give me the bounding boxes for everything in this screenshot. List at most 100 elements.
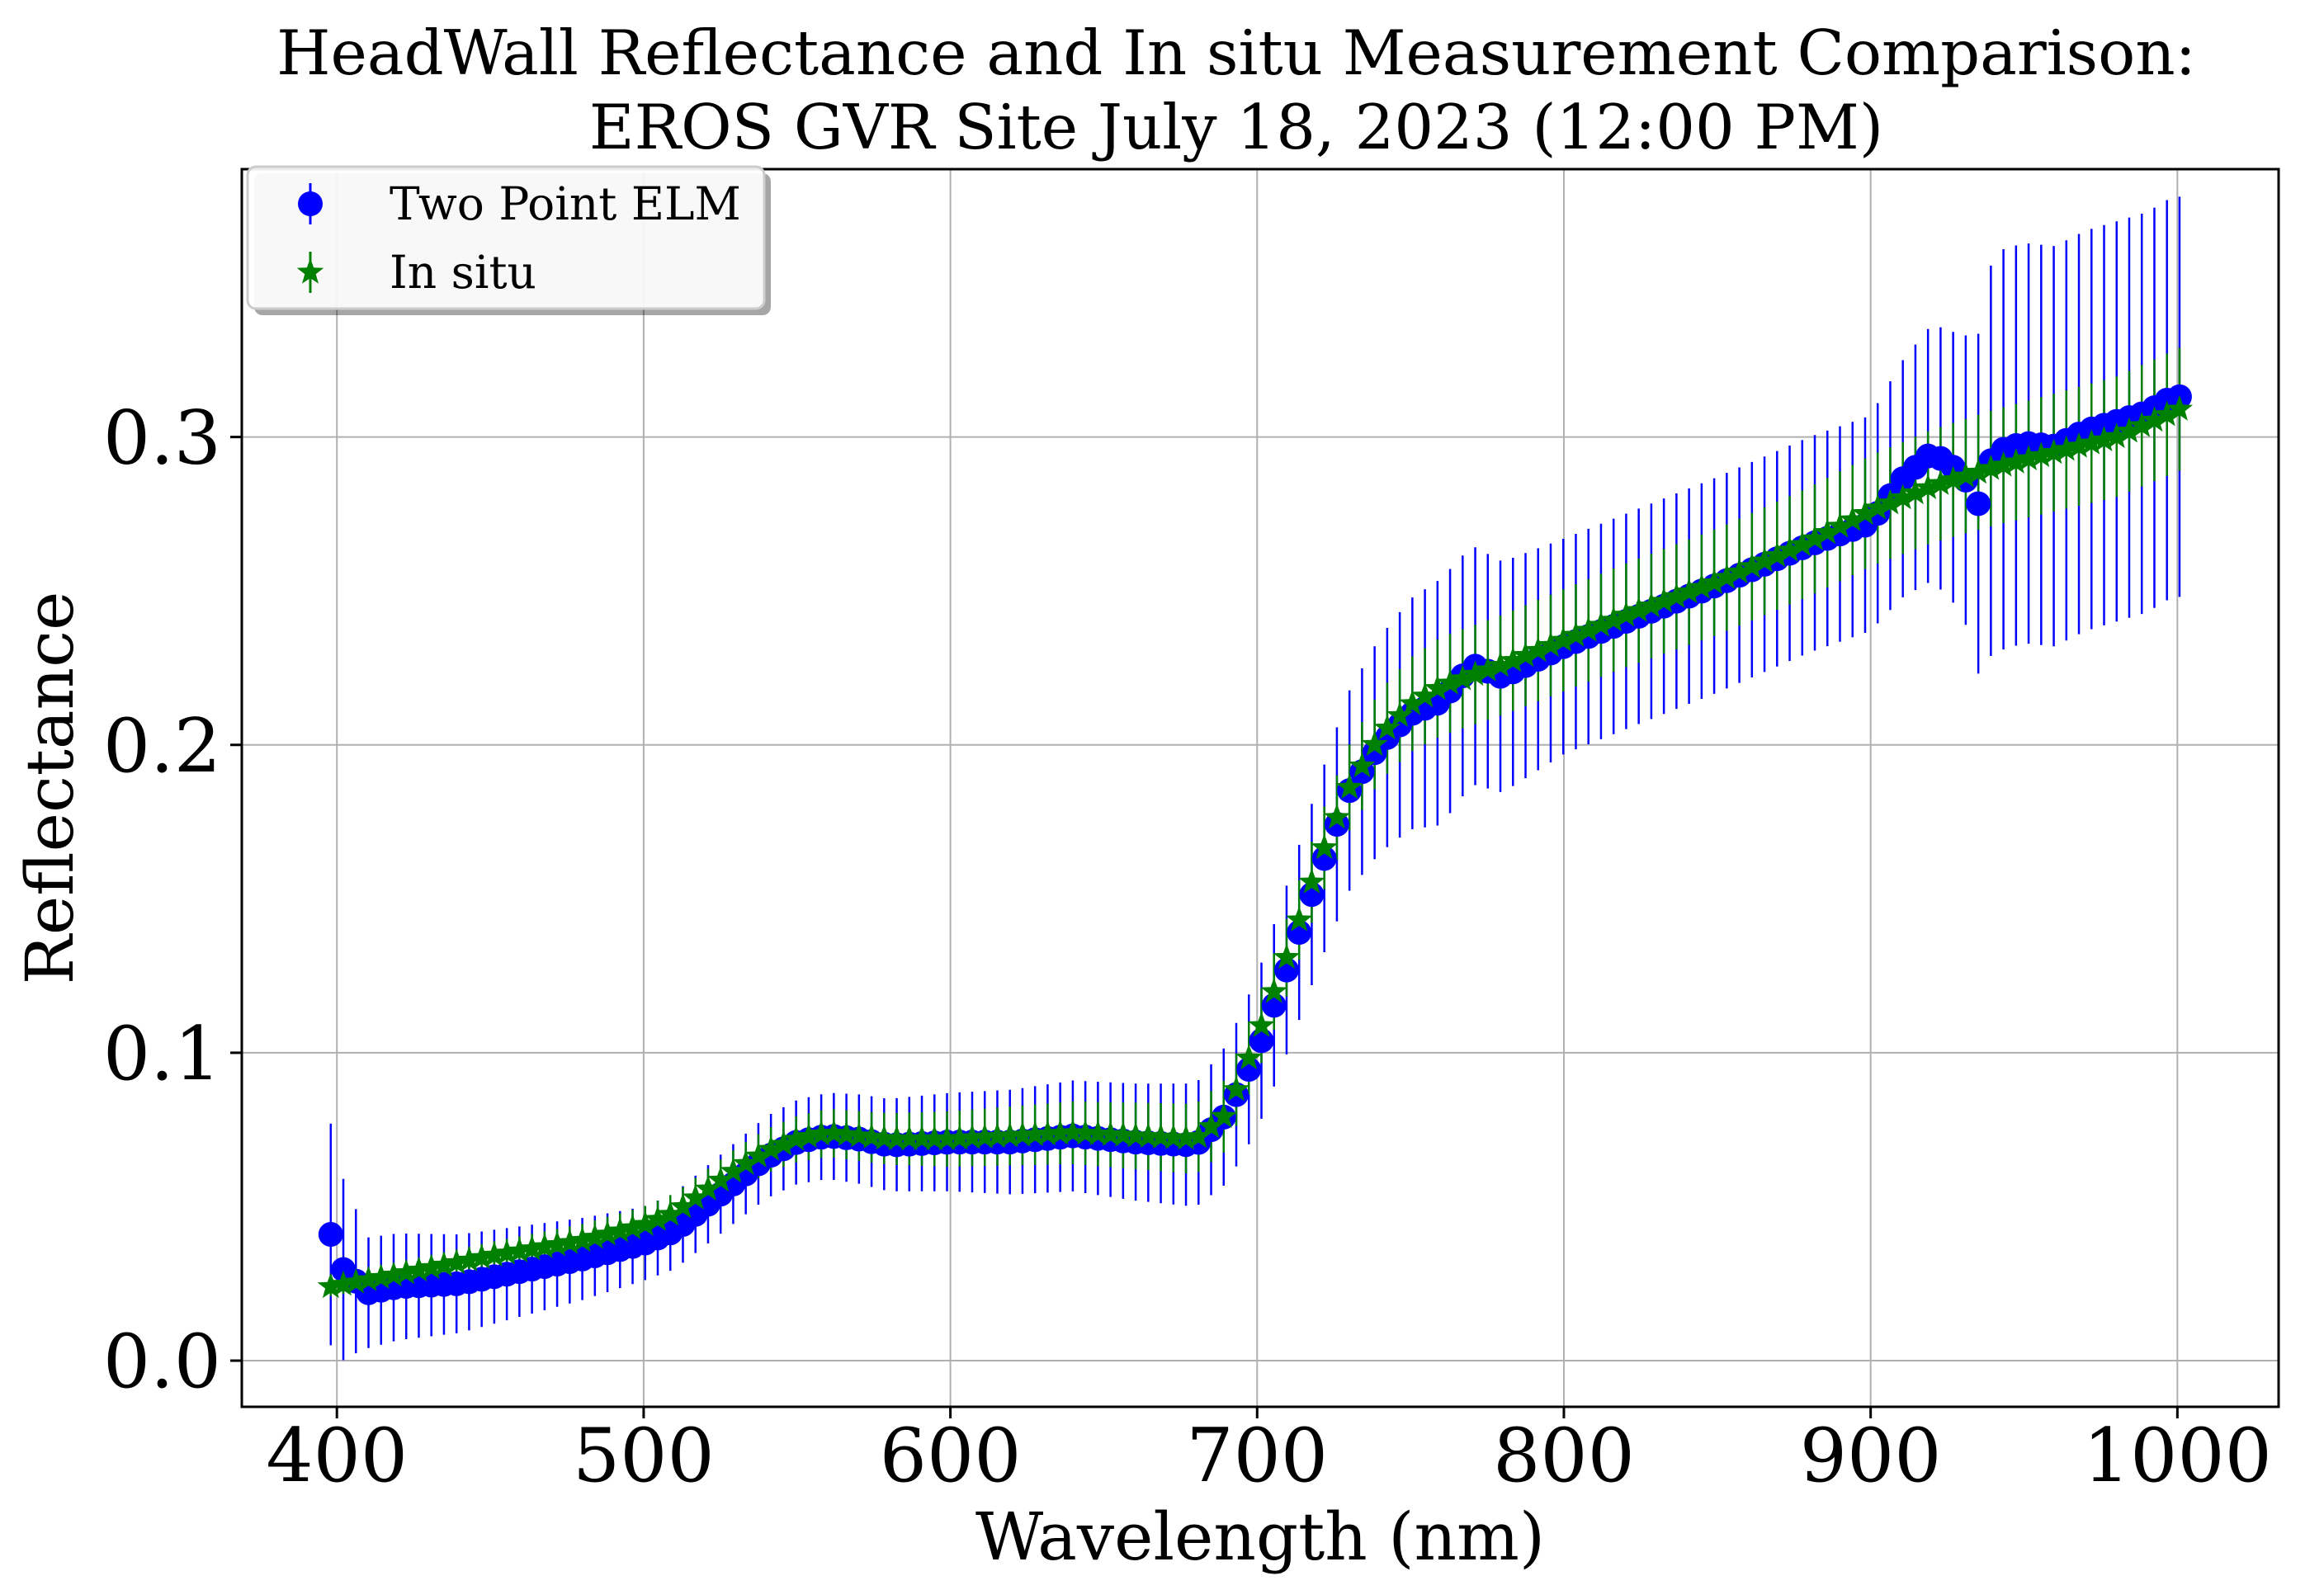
x-tick-label: 500	[573, 1413, 715, 1499]
point-in-situ	[1411, 682, 1438, 708]
point-in-situ	[971, 1123, 999, 1149]
legend-label-two-point-elm: Two Point ELM	[390, 177, 741, 230]
x-tick-label: 600	[880, 1413, 1022, 1499]
point-in-situ	[996, 1121, 1023, 1148]
point-in-situ	[1399, 689, 1426, 715]
point-in-situ	[2002, 448, 2029, 474]
point-in-situ	[2103, 422, 2130, 449]
x-tick-label: 700	[1186, 1413, 1328, 1499]
point-in-situ	[895, 1125, 923, 1151]
legend-marker-in-situ	[296, 258, 324, 284]
point-in-situ	[807, 1120, 835, 1146]
point-in-situ	[1524, 636, 1552, 663]
point-in-situ	[1097, 1121, 1124, 1146]
point-in-situ	[581, 1223, 608, 1249]
point-in-situ	[1977, 454, 2005, 480]
y-tick-label: 0.0	[103, 1319, 221, 1405]
point-in-situ	[1864, 493, 1892, 520]
legend-item-in-situ: In situ	[296, 246, 536, 299]
grid	[242, 169, 2279, 1407]
point-in-situ	[883, 1125, 910, 1151]
point-in-situ	[1700, 569, 1728, 595]
point-in-situ	[1990, 451, 2017, 477]
point-in-situ	[1637, 592, 1665, 618]
point-in-situ	[1349, 752, 1376, 778]
point-in-situ	[443, 1248, 470, 1275]
point-in-situ	[1260, 977, 1287, 1003]
point-in-situ	[393, 1258, 420, 1285]
point-in-situ	[1500, 646, 1527, 672]
point-in-situ	[1788, 531, 1816, 556]
point-in-situ	[1675, 578, 1703, 604]
point-in-situ	[1625, 597, 1652, 622]
point-in-situ	[1273, 943, 1301, 970]
point-in-situ	[1726, 558, 1753, 584]
point-in-situ	[1851, 499, 1879, 526]
point-in-situ	[694, 1175, 722, 1201]
point-in-situ	[984, 1122, 1011, 1149]
point-in-situ	[2015, 445, 2043, 470]
chart-title-line-2: EROS GVR Site July 18, 2023 (12:00 PM)	[589, 91, 1883, 163]
point-in-situ	[1474, 656, 1501, 682]
point-in-situ	[1512, 641, 1539, 668]
point-in-situ	[1210, 1102, 1237, 1128]
point-two-point-elm	[1966, 491, 1991, 517]
point-in-situ	[2078, 429, 2105, 455]
x-axis-label: Wavelength (nm)	[975, 1498, 1545, 1575]
point-in-situ	[593, 1220, 621, 1246]
point-in-situ	[1713, 564, 1741, 589]
point-in-situ	[1462, 660, 1489, 686]
point-in-situ	[1613, 601, 1640, 627]
y-tick-label: 0.1	[103, 1011, 221, 1097]
point-in-situ	[908, 1125, 936, 1151]
point-in-situ	[1801, 525, 1829, 550]
point-in-situ	[1486, 651, 1514, 677]
point-in-situ	[2040, 438, 2067, 465]
point-in-situ	[329, 1270, 357, 1296]
point-in-situ	[1373, 714, 1401, 740]
point-two-point-elm	[1249, 1028, 1274, 1054]
point-in-situ	[2115, 417, 2143, 443]
point-in-situ	[1436, 669, 1464, 695]
point-in-situ	[2166, 395, 2194, 421]
point-in-situ	[2153, 400, 2180, 427]
point-in-situ	[1286, 906, 1313, 932]
legend-box	[246, 165, 766, 310]
point-in-situ	[1889, 484, 1916, 510]
point-in-situ	[569, 1226, 596, 1253]
point-in-situ	[456, 1246, 483, 1272]
point-in-situ	[367, 1263, 394, 1290]
point-in-situ	[494, 1239, 521, 1265]
point-in-situ	[480, 1241, 508, 1267]
point-in-situ	[1587, 611, 1615, 637]
legend-label-in-situ: In situ	[390, 246, 536, 299]
point-in-situ	[845, 1121, 872, 1148]
data-markers	[317, 384, 2194, 1305]
point-in-situ	[1839, 506, 1866, 531]
point-in-situ	[1826, 512, 1854, 538]
point-in-situ	[732, 1149, 759, 1176]
point-in-situ	[682, 1183, 709, 1210]
point-in-situ	[1965, 458, 1992, 484]
point-in-situ	[1034, 1120, 1061, 1146]
point-in-situ	[317, 1272, 344, 1299]
point-in-situ	[405, 1256, 432, 1282]
point-in-situ	[1084, 1120, 1112, 1146]
point-in-situ	[958, 1124, 986, 1149]
point-in-situ	[1109, 1121, 1136, 1147]
point-in-situ	[758, 1135, 785, 1161]
chart-title-line-1: HeadWall Reflectance and In situ Measure…	[276, 17, 2196, 89]
point-in-situ	[1877, 488, 1904, 515]
point-in-situ	[795, 1122, 822, 1149]
point-in-situ	[2141, 406, 2168, 432]
point-in-situ	[1814, 518, 1841, 545]
point-in-situ	[782, 1125, 810, 1151]
point-in-situ	[720, 1157, 747, 1183]
point-in-situ	[2028, 441, 2055, 468]
point-in-situ	[1298, 868, 1325, 894]
point-in-situ	[1952, 462, 1979, 488]
point-in-situ	[1575, 616, 1602, 642]
point-in-situ	[1185, 1122, 1212, 1149]
point-in-situ	[1336, 773, 1363, 800]
